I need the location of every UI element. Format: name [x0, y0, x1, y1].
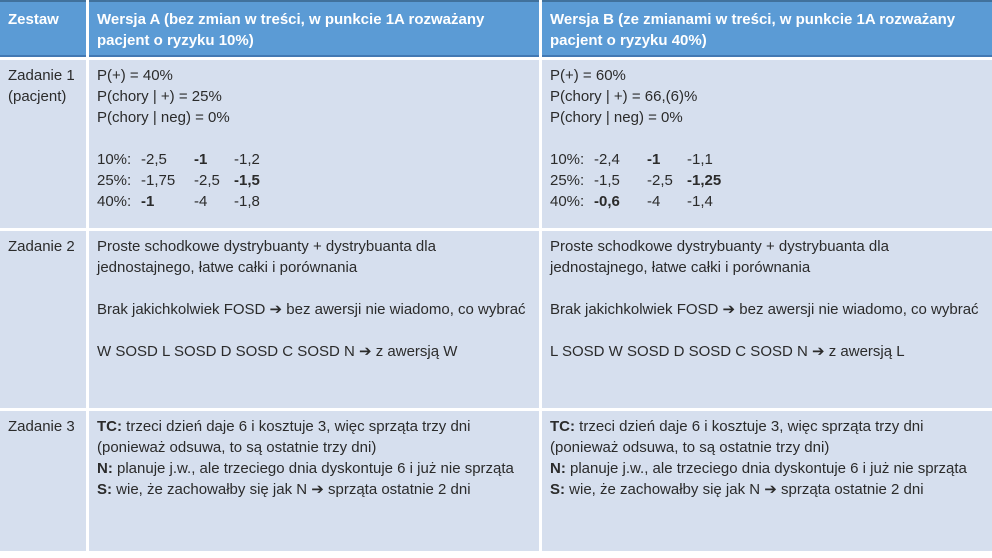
paragraph: Brak jakichkolwiek FOSD ➔ bez awersji ni…	[550, 301, 979, 318]
dist-line: 25%: -1,75 -2,5 -1,5	[97, 170, 531, 191]
prob-line: P(+) = 60%	[550, 67, 626, 84]
prob-line: P(+) = 40%	[97, 67, 173, 84]
header-zestaw-label: Zestaw	[8, 11, 59, 28]
dist-value: -1	[141, 193, 155, 210]
dist-line: 40%: -0,6 -4 -1,4	[550, 191, 984, 212]
task-line: S: wie, że zachowałby się jak N ➔ sprząt…	[97, 481, 471, 498]
dist-value: -1	[194, 151, 208, 168]
dist-value: -1	[647, 151, 661, 168]
dist-value: -1,5	[594, 172, 620, 189]
dist-value: -2,4	[594, 151, 620, 168]
dist-value: -1,25	[687, 172, 722, 189]
paragraph: Brak jakichkolwiek FOSD ➔ bez awersji ni…	[97, 301, 526, 318]
dist-label: 40%:	[97, 193, 132, 210]
prob-line: P(chory | neg) = 0%	[550, 109, 683, 126]
dist-value: -2,5	[141, 151, 167, 168]
dist-value: -0,6	[594, 193, 620, 210]
task-line: N: planuje j.w., ale trzeciego dnia dysk…	[550, 460, 967, 477]
paragraph: L SOSD W SOSD D SOSD C SOSD N ➔ z awersj…	[550, 343, 905, 360]
dist-value: -1,75	[141, 172, 176, 189]
task-line: S: wie, że zachowałby się jak N ➔ sprząt…	[550, 481, 924, 498]
dist-value: -1,4	[687, 193, 713, 210]
dist-value: -4	[647, 193, 661, 210]
header-wersja-a-label: Wersja A (bez zmian w treści, w punkcie …	[97, 11, 485, 49]
paragraph: Proste schodkowe dystrybuanty + dystrybu…	[550, 238, 889, 276]
header-cell-wersja-a: Wersja A (bez zmian w treści, w punkcie …	[89, 0, 539, 57]
cell-zadanie3-wersja-a: TC: trzeci dzień daje 6 i kosztuje 3, wi…	[89, 411, 539, 551]
row-label-zadanie3: Zadanie 3	[0, 411, 86, 551]
cell-zadanie2-wersja-b: Proste schodkowe dystrybuanty + dystrybu…	[542, 231, 992, 408]
task-line: TC: trzeci dzień daje 6 i kosztuje 3, wi…	[97, 418, 471, 456]
dist-value: -1,8	[234, 193, 260, 210]
prob-line: P(chory | neg) = 0%	[97, 109, 230, 126]
dist-label: 25%:	[97, 172, 132, 189]
dist-line: 10%: -2,5 -1 -1,2	[97, 149, 531, 170]
paragraph: Proste schodkowe dystrybuanty + dystrybu…	[97, 238, 436, 276]
dist-value: -1,5	[234, 172, 260, 189]
dist-line: 40%: -1 -4 -1,8	[97, 191, 531, 212]
cell-zadanie3-wersja-b: TC: trzeci dzień daje 6 i kosztuje 3, wi…	[542, 411, 992, 551]
spacer	[550, 128, 984, 149]
prob-line: P(chory | +) = 25%	[97, 88, 222, 105]
header-cell-wersja-b: Wersja B (ze zmianami w treści, w punkci…	[542, 0, 992, 57]
spacer	[97, 128, 531, 149]
dist-label: 10%:	[97, 151, 132, 168]
dist-label: 40%:	[550, 193, 585, 210]
dist-value: -4	[194, 193, 208, 210]
row-label-zadanie1: Zadanie 1 (pacjent)	[0, 60, 86, 228]
task-line: N: planuje j.w., ale trzeciego dnia dysk…	[97, 460, 514, 477]
prob-line: P(chory | +) = 66,(6)%	[550, 88, 698, 105]
dist-value: -1,1	[687, 151, 713, 168]
dist-line: 10%: -2,4 -1 -1,1	[550, 149, 984, 170]
cell-zadanie2-wersja-a: Proste schodkowe dystrybuanty + dystrybu…	[89, 231, 539, 408]
dist-label: 25%:	[550, 172, 585, 189]
header-cell-zestaw: Zestaw	[0, 0, 86, 57]
dist-line: 25%: -1,5 -2,5 -1,25	[550, 170, 984, 191]
header-wersja-b-label: Wersja B (ze zmianami w treści, w punkci…	[550, 11, 956, 49]
dist-label: 10%:	[550, 151, 585, 168]
paragraph: W SOSD L SOSD D SOSD C SOSD N ➔ z awersj…	[97, 343, 458, 360]
cell-zadanie1-wersja-b: P(+) = 60% P(chory | +) = 66,(6)% P(chor…	[542, 60, 992, 228]
cell-zadanie1-wersja-a: P(+) = 40% P(chory | +) = 25% P(chory | …	[89, 60, 539, 228]
task-line: TC: trzeci dzień daje 6 i kosztuje 3, wi…	[550, 418, 924, 456]
dist-value: -2,5	[194, 172, 220, 189]
dist-value: -2,5	[647, 172, 673, 189]
dist-value: -1,2	[234, 151, 260, 168]
row-label-zadanie2: Zadanie 2	[0, 231, 86, 408]
